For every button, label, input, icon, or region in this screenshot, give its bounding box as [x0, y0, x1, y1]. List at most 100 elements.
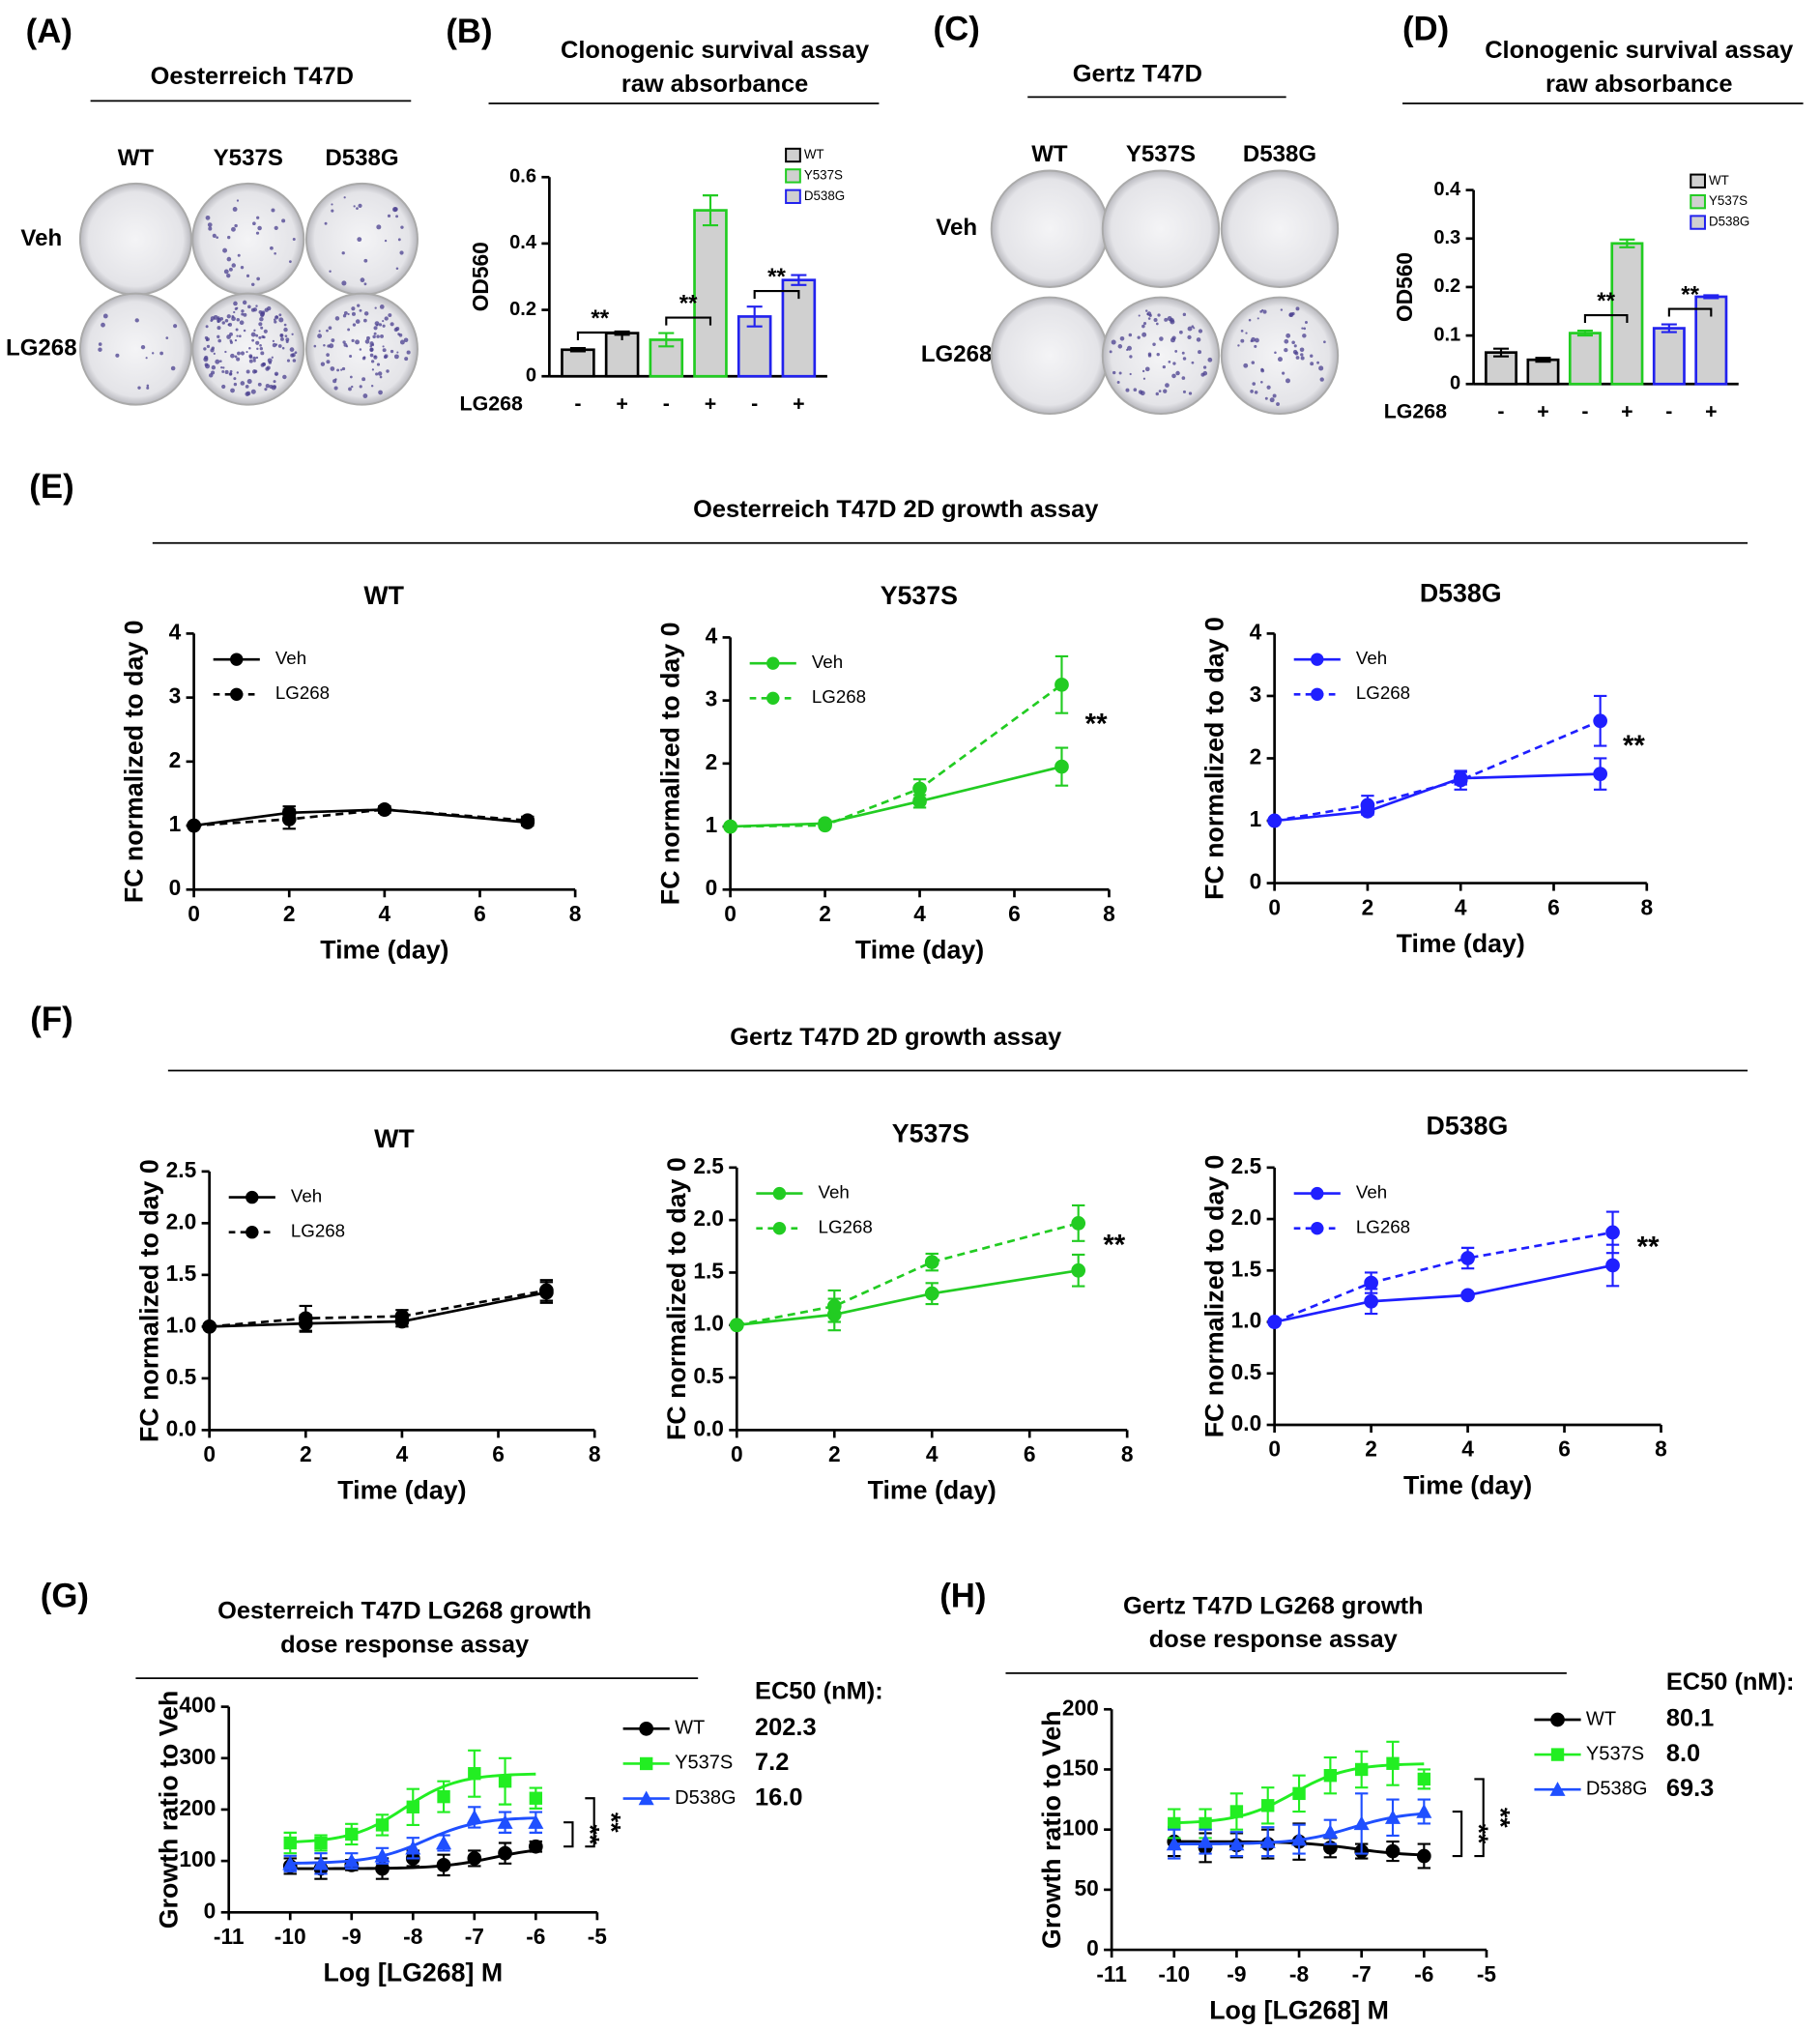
colony — [1266, 385, 1271, 390]
x-tick-label: -11 — [214, 1924, 245, 1949]
marker — [528, 1814, 544, 1829]
colony — [349, 354, 353, 358]
x-tick-label: -5 — [588, 1924, 607, 1949]
colony — [395, 327, 400, 332]
colony — [250, 282, 255, 287]
colony — [212, 233, 217, 238]
colony — [1133, 388, 1138, 392]
colony — [364, 339, 370, 344]
colony — [115, 353, 120, 358]
marker — [1353, 1815, 1370, 1831]
legend-swatch — [1690, 215, 1706, 230]
x-tick-label: 6 — [474, 901, 486, 926]
legend-label: D538G — [1709, 215, 1749, 229]
colony — [1137, 335, 1141, 339]
colony — [1111, 339, 1116, 345]
colony — [329, 270, 332, 274]
error-bar — [1703, 294, 1719, 300]
colony — [1277, 357, 1283, 362]
marker — [1460, 1251, 1475, 1265]
legend-marker — [772, 1186, 787, 1201]
marker — [436, 1858, 451, 1872]
colony — [211, 364, 217, 370]
plate — [78, 182, 192, 296]
colony — [1257, 317, 1259, 320]
marker — [1416, 1803, 1432, 1818]
colony — [146, 384, 150, 388]
marker — [1229, 1805, 1244, 1818]
colony — [241, 312, 245, 316]
colony — [330, 366, 335, 371]
marker — [202, 1320, 217, 1334]
colony — [1282, 371, 1286, 375]
colony — [1299, 347, 1305, 353]
y-tick-label: 100 — [179, 1846, 216, 1871]
colony — [370, 360, 375, 363]
x-tick-label: 4 — [396, 1441, 409, 1466]
colony — [283, 327, 288, 333]
colony — [230, 353, 235, 359]
colony — [374, 306, 377, 309]
colony — [286, 359, 291, 362]
colony — [370, 384, 374, 388]
legend-marker — [1311, 687, 1324, 701]
x-tick-label: 0 — [731, 1441, 743, 1466]
colony — [376, 362, 381, 366]
colony — [351, 338, 355, 342]
colony — [363, 282, 367, 286]
colony — [406, 350, 411, 355]
colony — [228, 322, 233, 327]
marker — [924, 1286, 939, 1301]
colony — [215, 359, 220, 364]
plate — [1101, 296, 1221, 416]
plate — [990, 296, 1110, 416]
x-tick-label: + — [1537, 399, 1548, 422]
legend-marker — [772, 1222, 787, 1235]
x-axis-title: Time (day) — [1397, 929, 1525, 958]
significance-label: ** — [1103, 1230, 1125, 1262]
colony — [1300, 356, 1305, 361]
x-tick-label: - — [751, 392, 758, 415]
y-tick-label: 0.1 — [1433, 324, 1460, 345]
colony — [248, 347, 251, 350]
colony — [360, 277, 365, 283]
colony — [261, 334, 265, 339]
y-tick-label: 0 — [1450, 373, 1460, 394]
significance-bracket — [585, 1797, 595, 1848]
colony — [1200, 372, 1205, 377]
colony — [221, 321, 225, 325]
colony — [1117, 344, 1123, 349]
panel-label: (F) — [30, 1001, 72, 1038]
colony — [271, 385, 276, 391]
colony — [359, 348, 362, 351]
colony — [355, 339, 361, 345]
x-tick-label: - — [1581, 399, 1588, 422]
marker — [466, 1809, 482, 1824]
colony — [1248, 318, 1252, 322]
series-line — [730, 765, 1062, 828]
marker — [1199, 1816, 1212, 1831]
colony — [1318, 365, 1324, 371]
panel-label: (G) — [41, 1578, 89, 1614]
significance-bracket — [1667, 307, 1713, 317]
colony — [264, 388, 268, 392]
legend-label: LG268 — [812, 686, 866, 707]
y-tick-label: 2.5 — [693, 1153, 724, 1178]
colony — [224, 350, 227, 354]
x-tick-label: -7 — [465, 1924, 484, 1949]
chart-title: raw absorbance — [621, 71, 808, 98]
colony — [382, 348, 387, 353]
colony — [1126, 348, 1129, 352]
legend-swatch — [785, 168, 801, 184]
colony — [240, 265, 245, 270]
colony — [371, 343, 375, 347]
colony — [400, 225, 404, 229]
x-tick-label: + — [616, 392, 627, 415]
colony — [291, 353, 296, 358]
colony — [1165, 383, 1170, 388]
colony — [1243, 362, 1249, 368]
colony — [384, 316, 389, 321]
colony — [1301, 327, 1304, 330]
y-tick-label: 0 — [169, 875, 182, 900]
colony — [1310, 362, 1314, 366]
